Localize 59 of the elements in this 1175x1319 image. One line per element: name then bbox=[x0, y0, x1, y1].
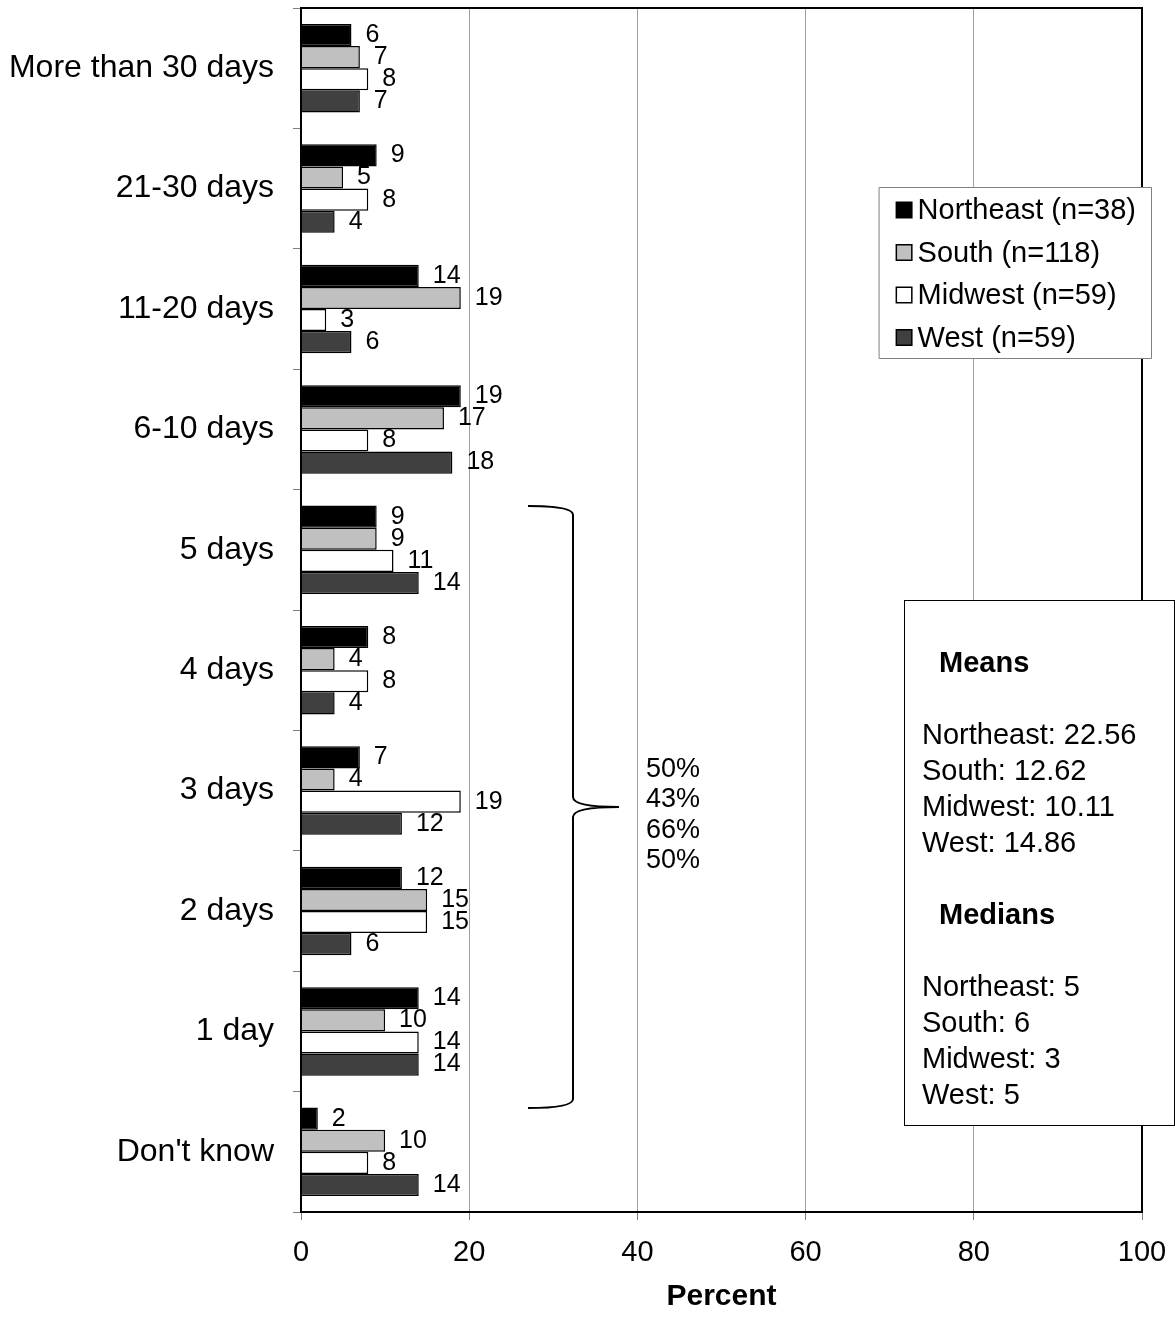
data-label: 8 bbox=[382, 665, 397, 694]
annotation: Means bbox=[938, 645, 1031, 680]
x-axis-title: Percent bbox=[666, 1278, 777, 1312]
data-label: 4 bbox=[348, 643, 363, 672]
legend-label: West (n=59) bbox=[917, 320, 1076, 353]
x-tick-label: 0 bbox=[292, 1235, 310, 1268]
y-tick-label: 11-20 days bbox=[118, 288, 274, 325]
x-tick-label: 40 bbox=[621, 1235, 654, 1268]
data-label: 14 bbox=[432, 566, 461, 595]
y-tick-label: 5 days bbox=[179, 529, 274, 566]
x-tick-label: 100 bbox=[1117, 1235, 1167, 1268]
data-label: 14 bbox=[432, 1048, 461, 1077]
annotation: Northeast: 22.56 South: 12.62 Midwest: 10.11 West: 14.86 bbox=[922, 717, 1138, 860]
data-label: 19 bbox=[474, 281, 503, 310]
x-tick-label: 80 bbox=[957, 1235, 990, 1268]
data-label: 4 bbox=[348, 687, 363, 716]
data-label: 6 bbox=[365, 928, 380, 957]
data-label: 4 bbox=[348, 205, 363, 234]
data-label: 12 bbox=[415, 861, 444, 890]
annotation: Medians bbox=[938, 897, 1057, 932]
data-label: 10 bbox=[399, 1124, 427, 1153]
data-label: 8 bbox=[382, 1146, 397, 1175]
data-label: 8 bbox=[382, 424, 397, 453]
data-label: 14 bbox=[432, 982, 461, 1011]
data-label: 9 bbox=[390, 500, 405, 529]
data-label: 14 bbox=[432, 259, 461, 288]
data-label: 19 bbox=[474, 785, 503, 814]
data-label: 6 bbox=[365, 326, 380, 355]
data-label: 8 bbox=[382, 620, 397, 649]
x-tick-label: 20 bbox=[453, 1235, 486, 1268]
legend-label: South (n=118) bbox=[917, 235, 1101, 268]
data-label: 18 bbox=[466, 446, 495, 475]
legend-label: Northeast (n=38) bbox=[917, 193, 1136, 225]
y-tick-label: 3 days bbox=[179, 770, 274, 807]
data-label: 14 bbox=[432, 1168, 461, 1197]
data-label: 5 bbox=[357, 161, 371, 190]
data-label: 9 bbox=[390, 139, 405, 168]
data-label: 10 bbox=[399, 1004, 427, 1033]
data-label: 6 bbox=[365, 18, 380, 47]
y-tick-label: 2 days bbox=[179, 890, 274, 927]
data-label: 7 bbox=[373, 85, 388, 114]
data-label: 11 bbox=[407, 544, 434, 573]
data-label: 7 bbox=[373, 741, 388, 770]
y-tick-label: Don't know bbox=[116, 1131, 275, 1168]
data-label: 17 bbox=[457, 402, 486, 431]
data-label: 4 bbox=[348, 763, 363, 792]
legend-label: Midwest (n=59) bbox=[917, 278, 1117, 310]
data-label: 12 bbox=[415, 807, 444, 836]
y-tick-label: 4 days bbox=[179, 650, 274, 687]
y-tick-label: More than 30 days bbox=[8, 48, 274, 85]
data-label: 3 bbox=[340, 303, 355, 332]
x-tick-label: 60 bbox=[789, 1235, 822, 1268]
data-label: 2 bbox=[331, 1102, 346, 1131]
annotation: Northeast: 5 South: 6 Midwest: 3 West: 5 bbox=[922, 969, 1081, 1112]
data-label: 8 bbox=[382, 183, 397, 212]
y-tick-label: 21-30 days bbox=[115, 168, 274, 205]
annotation: 50% 43% 66% 50% bbox=[646, 752, 701, 875]
y-tick-label: 6-10 days bbox=[133, 409, 274, 446]
y-tick-label: 1 day bbox=[195, 1011, 274, 1048]
